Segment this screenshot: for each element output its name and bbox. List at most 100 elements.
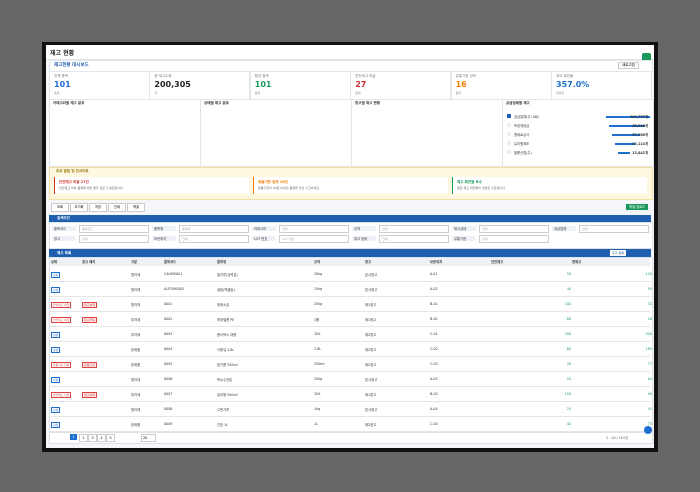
table-cell[interactable]: 원자재 [131, 288, 141, 292]
upload-button[interactable]: 엑셀 업로드 [626, 204, 649, 210]
table-cell[interactable]: 완제품 [131, 363, 141, 367]
table-cell[interactable]: 41 [647, 407, 652, 411]
table-cell[interactable]: 부자재 [131, 333, 141, 337]
table-cell[interactable]: 정상 [51, 332, 61, 338]
table-cell[interactable]: 유통기한 임박 [51, 362, 72, 368]
table-cell[interactable]: 원자재 [131, 273, 141, 277]
table-cell[interactable]: A-03 [430, 377, 438, 381]
table-cell[interactable]: 0004 [164, 347, 173, 351]
table-cell[interactable]: CAUMS001 [164, 272, 183, 276]
table-cell[interactable]: 60 [566, 347, 571, 351]
filter-input[interactable]: 전체 [279, 225, 349, 233]
table-cell[interactable]: 1kg [314, 407, 321, 411]
table-cell[interactable]: 0003 [164, 332, 173, 336]
filter-input[interactable]: 전체 [479, 225, 549, 233]
table-cell[interactable]: 40 [566, 287, 571, 291]
table-cell[interactable]: 77 [647, 362, 652, 366]
table-cell[interactable]: 0009 [164, 422, 173, 426]
table-cell[interactable]: 1.8L [314, 347, 322, 351]
page-button[interactable]: 2 [79, 434, 88, 442]
table-cell[interactable]: 540 [645, 332, 652, 336]
table-cell[interactable]: 간장 1L [217, 423, 229, 427]
table-cell[interactable]: 제1창고 [365, 318, 377, 322]
table-cell[interactable]: B-01 [430, 302, 438, 306]
table-cell[interactable]: 본사창고 [365, 408, 378, 412]
filter-input[interactable]: 품목코드 [79, 225, 149, 233]
table-cell[interactable]: A-04 [430, 407, 438, 411]
table-cell[interactable]: 0005 [164, 362, 173, 366]
table-cell[interactable]: 185 [645, 347, 652, 351]
table-cell[interactable]: 40 [566, 422, 571, 426]
table-cell[interactable]: 0001 [164, 302, 173, 306]
table-cell[interactable]: 밀가루(강력분) [217, 273, 238, 277]
filter-input[interactable]: 전체 [579, 225, 649, 233]
table-cell[interactable]: 식용유 1.8L [217, 348, 235, 352]
table-cell[interactable]: 설탕(백설탕) [217, 288, 235, 292]
table-cell[interactable]: 안전재고 미달 [51, 317, 72, 323]
table-cell[interactable]: 0006 [164, 377, 173, 381]
table-cell[interactable]: 73 [647, 422, 652, 426]
table-cell[interactable]: 제2창고 [365, 348, 377, 352]
table-cell[interactable]: 제2창고 [365, 363, 377, 367]
table-cell[interactable]: 20 [566, 377, 571, 381]
table-cell[interactable]: 25 [566, 407, 571, 411]
add-button[interactable]: 추가 등록 [610, 250, 626, 256]
table-cell[interactable]: 정상 [51, 287, 61, 293]
table-cell[interactable]: 정제소금 [217, 303, 230, 307]
table-cell[interactable]: 1EA [314, 392, 321, 396]
table-cell[interactable]: 350ml [314, 362, 325, 366]
table-cell[interactable]: 200 [564, 332, 571, 336]
table-cell[interactable]: 완제품 [131, 423, 141, 427]
table-cell[interactable]: 1L [314, 422, 318, 426]
refresh-button[interactable]: 새로고침 [618, 62, 639, 69]
table-cell[interactable]: 원자재 [131, 378, 141, 382]
page-button[interactable]: 3 [88, 434, 97, 442]
table-cell[interactable]: 95 [647, 287, 652, 291]
table-cell[interactable]: B-02 [430, 317, 438, 321]
table-cell[interactable]: 30 [566, 362, 571, 366]
table-cell[interactable]: 120 [645, 272, 652, 276]
table-cell[interactable]: 정상 [51, 407, 61, 413]
table-cell[interactable]: 참기름 350ml [217, 363, 238, 367]
table-cell[interactable]: 유리병 500ml [217, 393, 238, 397]
filter-input[interactable]: 전체 [379, 235, 449, 243]
table-cell[interactable]: B-03 [430, 392, 438, 396]
table-header[interactable]: 재고 목록 [49, 249, 651, 257]
table-cell[interactable]: 유통기한 [82, 362, 98, 368]
table-cell[interactable]: 정상 [51, 377, 61, 383]
table-cell[interactable]: A-01 [430, 272, 438, 276]
table-cell[interactable]: C-02 [430, 347, 438, 351]
table-cell[interactable]: 100 [564, 302, 571, 306]
filter-input[interactable]: 전체 [379, 225, 449, 233]
table-cell[interactable]: 부자재 [131, 318, 141, 322]
table-cell[interactable]: 25kg [314, 377, 323, 381]
table-cell[interactable]: 재고부족 [82, 302, 98, 308]
table-cell[interactable]: 0002 [164, 317, 173, 321]
table-cell[interactable]: 80 [566, 317, 571, 321]
table-cell[interactable]: 종이박스 대형 [217, 333, 237, 337]
table-cell[interactable]: 원자재 [131, 303, 141, 307]
table-cell[interactable]: 64 [647, 377, 652, 381]
table-cell[interactable]: 정상 [51, 422, 61, 428]
table-cell[interactable]: 90 [647, 392, 652, 396]
table-cell[interactable]: 완제품 [131, 348, 141, 352]
table-cell[interactable]: 15kg [314, 287, 323, 291]
table-cell[interactable]: 26 [647, 317, 652, 321]
toolbar-button[interactable]: 인쇄 [108, 203, 126, 212]
table-cell[interactable]: C-03 [430, 362, 438, 366]
table-cell[interactable]: 150 [564, 392, 571, 396]
table-cell[interactable]: C-01 [430, 332, 438, 336]
page-button[interactable]: 5 [106, 434, 115, 442]
table-cell[interactable]: 50 [566, 272, 571, 276]
table-cell[interactable]: 0007 [164, 392, 173, 396]
table-cell[interactable]: 안전재고 미달 [51, 392, 72, 398]
table-cell[interactable]: AUTOMS002 [164, 287, 185, 291]
table-head-row[interactable] [50, 258, 650, 266]
toolbar-button[interactable]: 초기화 [70, 203, 88, 212]
table-cell[interactable]: 1롤 [314, 318, 320, 322]
table-cell[interactable]: 본사창고 [365, 378, 378, 382]
table-cell[interactable]: 1EA [314, 332, 321, 336]
page-size-input[interactable]: 20 [141, 434, 156, 442]
toolbar-button[interactable]: 엑셀 [127, 203, 145, 212]
table-cell[interactable]: 제2창고 [365, 333, 377, 337]
